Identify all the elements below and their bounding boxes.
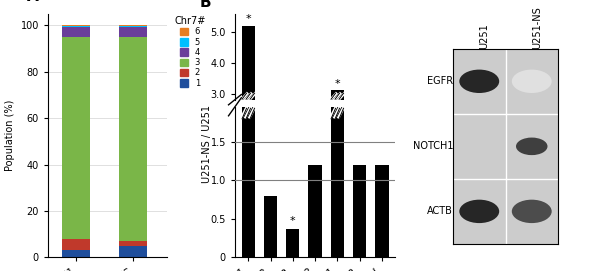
- Bar: [242, 0, 255, 257]
- Bar: [286, 174, 299, 186]
- Bar: [119, 246, 147, 257]
- Y-axis label: Population (%): Population (%): [5, 100, 15, 171]
- Bar: [353, 149, 366, 186]
- Bar: [119, 25, 147, 26]
- Text: U251-NS: U251-NS: [532, 6, 542, 49]
- Bar: [264, 161, 277, 186]
- Bar: [119, 26, 147, 27]
- Bar: [62, 250, 91, 257]
- Text: U251-NS / U251: U251-NS / U251: [202, 105, 212, 183]
- Bar: [62, 25, 91, 26]
- Text: B: B: [200, 0, 211, 10]
- Text: *: *: [335, 79, 340, 89]
- Bar: [286, 229, 299, 257]
- Bar: [308, 149, 322, 186]
- Bar: [62, 26, 91, 27]
- Ellipse shape: [460, 200, 499, 223]
- Bar: [375, 165, 389, 257]
- Bar: [308, 165, 322, 257]
- Bar: [264, 196, 277, 257]
- Bar: [62, 239, 91, 250]
- Bar: [331, 91, 344, 186]
- Ellipse shape: [516, 138, 548, 155]
- Bar: [62, 27, 91, 37]
- Text: U251: U251: [479, 23, 489, 49]
- Ellipse shape: [464, 138, 495, 155]
- Bar: [119, 37, 147, 241]
- Ellipse shape: [512, 200, 552, 223]
- Bar: [119, 27, 147, 37]
- Bar: [331, 18, 344, 257]
- Text: ACTB: ACTB: [427, 207, 453, 216]
- Text: *: *: [290, 216, 296, 226]
- Bar: [119, 241, 147, 246]
- Bar: [62, 37, 91, 239]
- Text: *: *: [245, 14, 251, 24]
- Bar: [242, 26, 255, 186]
- Ellipse shape: [460, 70, 499, 93]
- Bar: [353, 165, 366, 257]
- Text: EGFR: EGFR: [427, 76, 453, 86]
- Text: A: A: [26, 0, 38, 4]
- Ellipse shape: [512, 70, 552, 93]
- Legend: 6, 5, 4, 3, 2, 1: 6, 5, 4, 3, 2, 1: [171, 13, 209, 91]
- Bar: [375, 149, 389, 186]
- Text: NOTCH1: NOTCH1: [413, 141, 453, 151]
